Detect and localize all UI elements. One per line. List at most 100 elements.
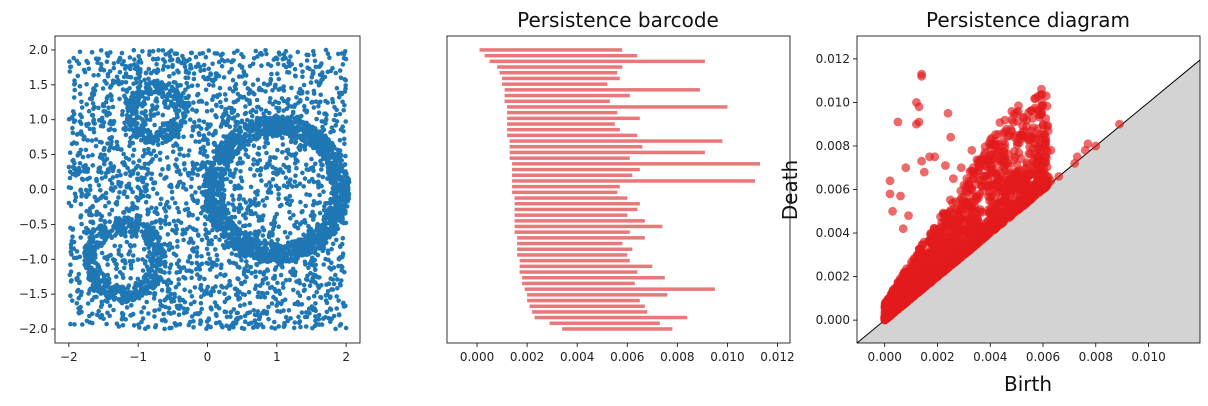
point-cloud-point <box>222 234 227 239</box>
point-cloud-point <box>326 281 332 287</box>
point-cloud-point <box>253 211 258 216</box>
point-cloud-point <box>254 104 260 110</box>
point-cloud-point <box>253 48 259 54</box>
point-cloud-point <box>154 234 160 240</box>
barcode-axes-frame <box>446 35 791 344</box>
point-cloud-point <box>150 157 155 162</box>
point-cloud-point <box>146 194 152 199</box>
point-cloud-point <box>260 225 265 230</box>
point-cloud-point <box>304 314 310 320</box>
point-cloud-point <box>205 75 211 81</box>
point-cloud-point <box>219 322 224 328</box>
point-cloud-point <box>297 86 303 92</box>
point-cloud-point <box>139 229 144 234</box>
point-cloud-panel: −2 −1 0 1 22.01.51.00.50.0−0.5−1.0−1.5−2.0 <box>19 35 361 364</box>
point-cloud-point <box>309 156 314 162</box>
point-cloud-point <box>264 51 269 57</box>
point-cloud-point <box>255 309 261 314</box>
point-cloud-point <box>323 98 328 104</box>
point-cloud-point <box>245 138 250 144</box>
point-cloud-point <box>70 125 75 131</box>
point-cloud-point <box>87 175 92 181</box>
point-cloud-point <box>198 98 204 104</box>
point-cloud-point <box>304 58 310 63</box>
y-tick-label: 1.0 <box>29 113 48 127</box>
point-cloud-point <box>101 316 106 322</box>
barcode-bar <box>504 88 700 92</box>
point-cloud-point <box>189 83 195 89</box>
point-cloud-point <box>177 152 182 157</box>
point-cloud-point <box>342 194 348 200</box>
point-cloud-point <box>262 122 268 128</box>
point-cloud-point <box>173 284 179 290</box>
point-cloud-point <box>291 125 296 131</box>
point-cloud-point <box>154 96 159 101</box>
point-cloud-point <box>308 235 313 240</box>
point-cloud-point <box>78 215 83 220</box>
point-cloud-point <box>288 269 294 275</box>
point-cloud-point <box>259 63 264 68</box>
point-cloud-point <box>158 302 164 308</box>
point-cloud-point <box>160 89 165 94</box>
point-cloud-point <box>289 249 295 254</box>
point-cloud-point <box>118 243 123 249</box>
point-cloud-point <box>105 310 110 316</box>
point-cloud-point <box>334 152 339 157</box>
point-cloud-point <box>78 121 84 127</box>
point-cloud-point <box>248 264 254 270</box>
point-cloud-point <box>338 202 344 208</box>
point-cloud-point <box>315 283 321 288</box>
point-cloud-point <box>261 277 267 282</box>
point-cloud-point <box>71 246 77 251</box>
point-cloud-point <box>257 283 263 289</box>
barcode-bar <box>532 310 648 314</box>
point-cloud-point <box>145 254 150 259</box>
x-tick-label: 2 <box>342 350 350 364</box>
point-cloud-point <box>333 200 339 206</box>
point-cloud-point <box>68 185 74 191</box>
point-cloud-point <box>229 59 234 65</box>
point-cloud-point <box>163 264 168 269</box>
point-cloud-point <box>316 223 322 228</box>
point-cloud-point <box>123 220 129 225</box>
point-cloud-point <box>195 61 201 67</box>
point-cloud-point <box>102 224 107 229</box>
point-cloud-point <box>328 307 334 312</box>
point-cloud-point <box>71 140 77 145</box>
point-cloud-point <box>284 155 289 161</box>
point-cloud-point <box>332 161 337 166</box>
point-cloud-point <box>177 108 182 113</box>
point-cloud-point <box>294 165 299 171</box>
point-cloud-point <box>190 107 195 112</box>
point-cloud-point <box>83 147 89 153</box>
point-cloud-point <box>337 255 343 260</box>
point-cloud-point <box>306 223 311 229</box>
point-cloud-point <box>236 74 242 79</box>
point-cloud-point <box>154 62 159 67</box>
point-cloud-point <box>99 117 105 122</box>
point-cloud-point <box>218 99 223 105</box>
point-cloud-point <box>220 151 225 157</box>
point-cloud-point <box>147 52 152 57</box>
diagram-title: Persistence diagram <box>926 8 1130 32</box>
point-cloud-point <box>104 51 110 56</box>
point-cloud-point <box>283 64 289 70</box>
point-cloud-point <box>106 148 112 153</box>
point-cloud-point <box>159 218 165 223</box>
point-cloud-point <box>86 153 91 159</box>
point-cloud-point <box>108 252 113 258</box>
barcode-bar <box>517 253 628 257</box>
point-cloud-point <box>144 172 150 177</box>
point-cloud-point <box>290 184 295 189</box>
point-cloud-point <box>179 118 185 124</box>
point-cloud-point <box>153 219 159 224</box>
barcode-bar <box>512 162 760 166</box>
point-cloud-point <box>254 322 260 327</box>
point-cloud-point <box>108 161 113 166</box>
point-cloud-point <box>303 324 309 329</box>
point-cloud-point <box>230 202 235 207</box>
barcode-bar <box>507 116 640 121</box>
point-cloud-point <box>252 173 257 178</box>
point-cloud-point <box>198 146 204 152</box>
point-cloud-point <box>286 164 292 170</box>
